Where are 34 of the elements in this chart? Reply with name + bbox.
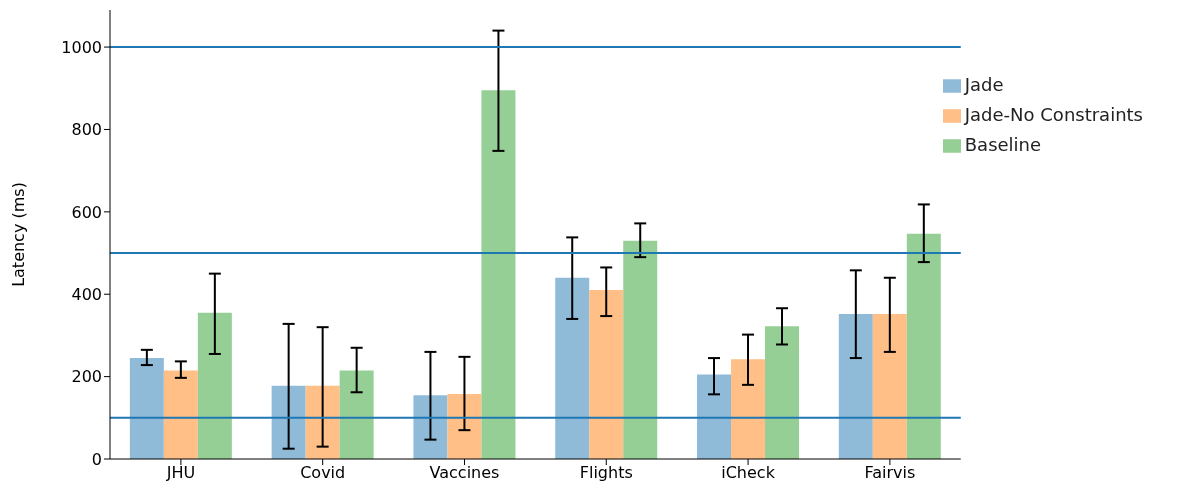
bar — [339, 370, 374, 459]
bar — [872, 314, 907, 459]
legend-label: Baseline — [964, 134, 1042, 155]
y-tick-label: 800 — [71, 120, 102, 140]
x-tick-label: Fairvis — [864, 463, 916, 483]
bar — [413, 395, 448, 459]
bar — [589, 290, 624, 459]
bar — [271, 385, 306, 459]
bar — [623, 240, 658, 459]
bar — [305, 385, 340, 459]
bar — [481, 90, 516, 459]
bar — [447, 393, 482, 459]
x-tick-label: Flights — [579, 463, 633, 483]
bar — [838, 314, 873, 459]
bar — [163, 370, 198, 459]
x-tick-label: iCheck — [721, 463, 776, 483]
bar — [731, 359, 766, 459]
bar — [197, 312, 232, 459]
legend-label: Jade — [964, 74, 1004, 95]
bar — [765, 326, 800, 459]
bar — [555, 277, 590, 459]
x-tick-label: JHU — [165, 463, 196, 483]
y-tick-label: 400 — [71, 284, 102, 304]
legend-label: Jade-No Constraints — [964, 104, 1143, 125]
bar — [906, 233, 941, 459]
y-tick-label: 0 — [91, 449, 102, 469]
y-axis-title: Latency (ms) — [8, 182, 28, 287]
x-tick-label: Covid — [300, 463, 346, 483]
bar — [129, 358, 164, 459]
y-tick-label: 200 — [71, 367, 102, 387]
y-tick-label: 1000 — [61, 37, 102, 57]
bar — [697, 374, 732, 459]
y-tick-label: 600 — [71, 202, 102, 222]
x-tick-label: Vaccines — [429, 463, 500, 483]
